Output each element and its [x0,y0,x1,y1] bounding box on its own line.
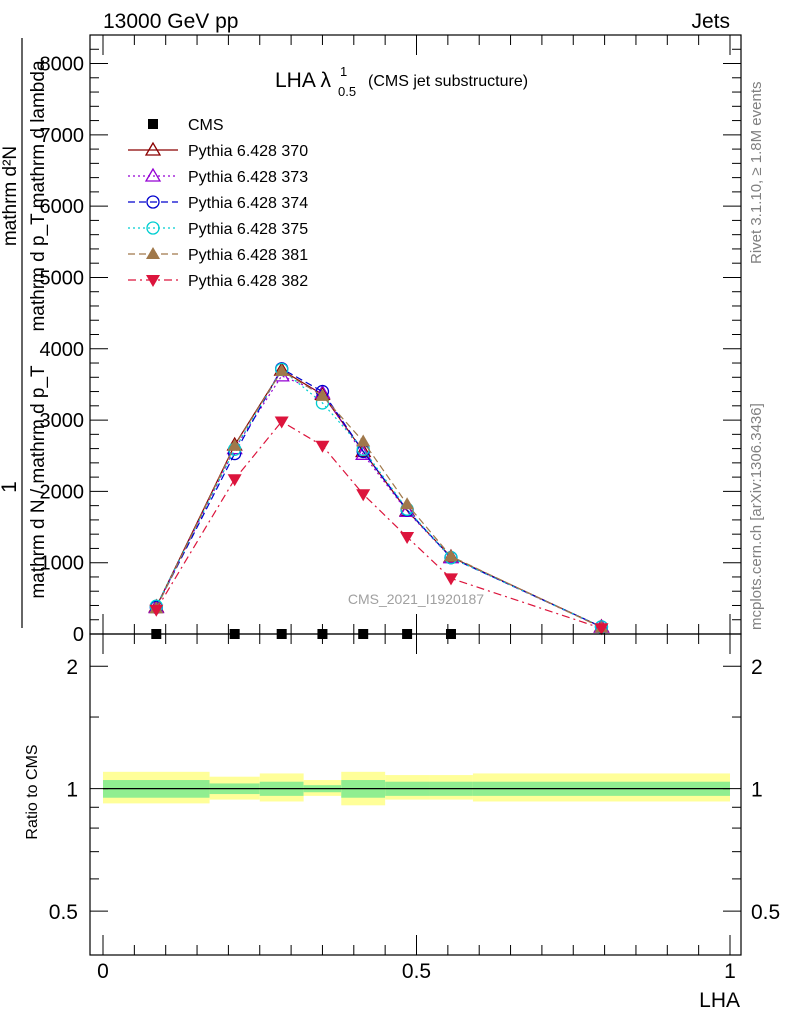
data-point [443,573,458,586]
ratio-y-axis-label: Ratio to CMS [24,744,41,839]
main-plot-ticks: 0 1000 2000 3000 4000 5000 6000 7000 8000 [40,34,741,646]
plot-title-sub: 0.5 [338,84,356,99]
legend-marker [144,167,162,182]
ratio-plot-ticks: 0.5 0.5 1 1 2 2 0 0.5 1 [49,634,780,983]
ratio-plot-panel: 0.5 0.5 1 1 2 2 0 0.5 1 [49,633,780,983]
data-point [400,532,415,545]
legend-label: Pythia 6.428 381 [188,247,308,264]
y-label-outer-num: 1 [0,481,21,493]
plot-title: LHA λ 1 0.5 (CMS jet substructure) [275,64,528,99]
data-point [274,363,289,376]
y-tick-label: 4000 [40,339,85,361]
data-point [355,446,372,460]
series-6 [149,416,609,636]
plot-title-main: LHA λ [275,69,332,92]
analysis-watermark: CMS_2021_I1920187 [348,591,484,607]
data-point [400,497,415,510]
y-tick-label: 0 [73,624,84,646]
plot-title-suffix: (CMS jet substructure) [368,73,528,90]
legend-label: Pythia 6.428 382 [188,273,308,290]
legend-entry: Pythia 6.428 370 [128,141,308,160]
y-label-bottom: mathrm d p_T mathrm d lambda [28,60,49,331]
legend-label: Pythia 6.428 370 [188,143,308,160]
x-tick-label: 0 [97,960,109,983]
data-point [356,434,371,447]
data-point [227,474,242,487]
legend-entry: Pythia 6.428 381 [128,247,308,264]
series-line [155,420,602,629]
rivet-label: Rivet 3.1.10, ≥ 1.8M events [748,82,765,265]
ratio-y-tick-label-right: 0.5 [751,901,780,924]
header-process: Jets [691,10,730,33]
legend-marker [146,195,160,209]
legend-marker [146,275,160,287]
x-tick-label: 1 [724,960,736,983]
legend-label: Pythia 6.428 374 [188,195,308,212]
y-tick-label: 1000 [40,553,85,575]
mcplots-label: mcplots.cern.ch [arXiv:1306.3436] [748,403,765,630]
data-point [355,443,372,458]
data-point [227,438,242,451]
y-tick-label: 2000 [40,481,85,503]
ratio-y-tick-label-left: 1 [66,779,78,802]
x-axis-label: LHA [699,989,740,1012]
legend-entry: Pythia 6.428 375 [128,221,308,238]
y-tick-label: 6000 [40,196,85,218]
data-point [594,623,609,636]
legend-entry: Pythia 6.428 374 [128,195,308,212]
legend-label: CMS [188,117,224,134]
series-line [155,375,602,628]
y-tick-label: 5000 [40,267,85,289]
series-line [155,367,602,628]
ratio-y-tick-label-right: 2 [751,656,763,679]
y-tick-label: 8000 [40,54,85,76]
main-y-axis-label: 1 mathrm d N / mathrm d p_T mathrm d²N m… [0,38,49,628]
legend-entry: Pythia 6.428 382 [128,273,308,290]
ratio-plot-frame [89,633,742,956]
header-energy: 13000 GeV pp [103,10,238,33]
data-point [356,489,371,502]
legend-entry: Pythia 6.428 373 [128,167,308,186]
data-point [315,440,330,453]
ratio-y-tick-label-left: 2 [66,656,78,679]
legend: CMS Pythia 6.428 370 Pythia 6.428 373 Pythi… [128,117,308,290]
x-tick-label: 0.5 [402,960,431,983]
y-label-outer-den: mathrm d N / mathrm d p_T [28,365,49,599]
data-point [149,604,164,617]
data-point [315,388,330,401]
data-point [443,549,458,562]
y-label-top: mathrm d²N [0,146,21,246]
plot-title-sup: 1 [340,64,347,79]
legend-entry: CMS [148,117,224,134]
ratio-y-tick-label-left: 0.5 [49,901,78,924]
ratio-y-tick-label-right: 1 [751,779,763,802]
legend-label: Pythia 6.428 375 [188,221,308,238]
legend-marker [148,119,158,129]
legend-label: Pythia 6.428 373 [188,169,308,186]
ratio-bands [103,771,730,806]
legend-marker [144,141,162,156]
y-tick-label: 7000 [40,125,85,147]
legend-marker [146,247,160,259]
legend-marker [146,221,160,235]
series-line [155,368,602,628]
series-line [155,370,602,629]
main-plot-panel: 0 1000 2000 3000 4000 5000 6000 7000 8000 [40,34,742,646]
y-tick-label: 3000 [40,410,85,432]
data-point [274,416,289,429]
svg-text:LHA λ: LHA λ [275,69,332,92]
